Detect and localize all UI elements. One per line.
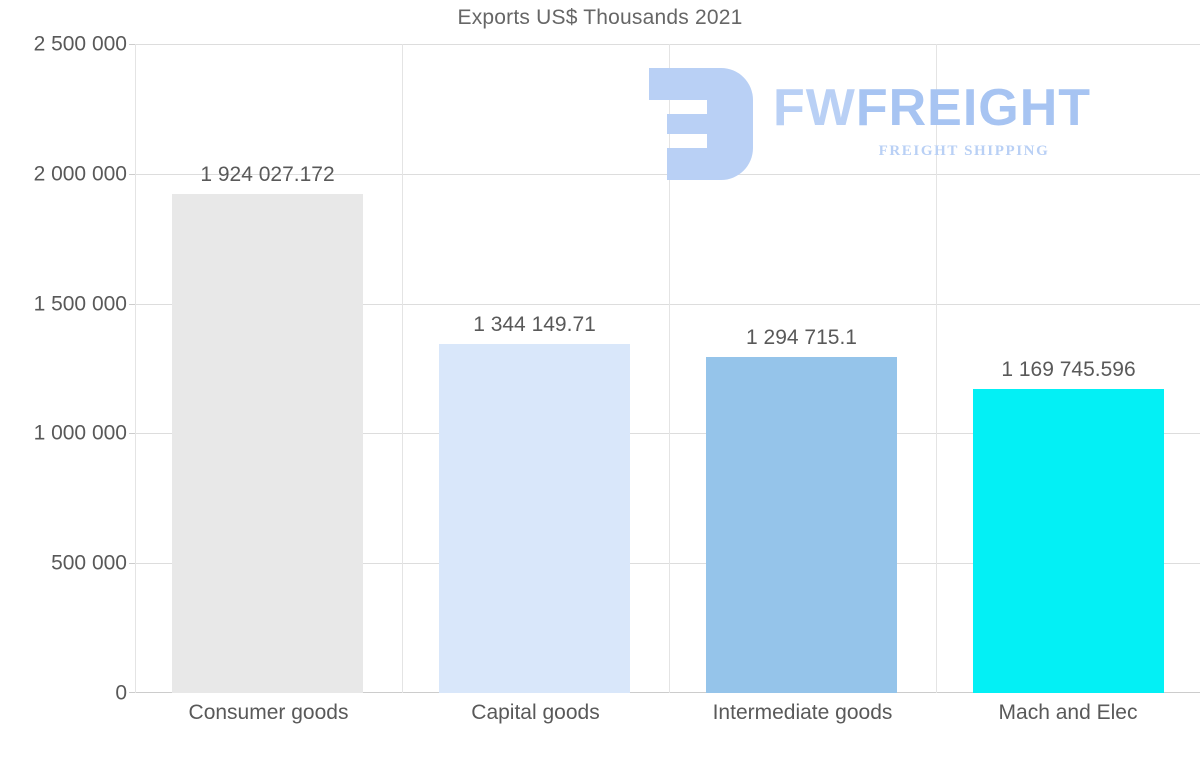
category-separator-3 [936, 44, 937, 693]
y-tick-1000000 [129, 433, 135, 434]
y-axis-label-500000: 500 000 [51, 551, 127, 575]
y-axis-label-1000000: 1 000 000 [33, 421, 127, 445]
category-separator-1 [402, 44, 403, 693]
gridline-2500000 [135, 44, 1200, 45]
bar-value-mach-and-elec: 1 169 745.596 [1001, 358, 1136, 381]
y-axis-label-2500000: 2 500 000 [33, 32, 127, 56]
y-tick-1500000 [129, 304, 135, 305]
bar-consumer-goods[interactable] [172, 194, 363, 693]
bar-value-capital-goods: 1 344 149.71 [473, 313, 596, 336]
bar-mach-and-elec[interactable] [973, 389, 1164, 693]
axis-baseline [135, 692, 1200, 693]
x-axis-label-capital-goods: Capital goods [471, 701, 600, 724]
y-axis-label-0: 0 [115, 681, 127, 705]
x-axis-label-mach-and-elec: Mach and Elec [998, 701, 1138, 724]
y-tick-0 [129, 692, 135, 693]
x-axis-label-intermediate-goods: Intermediate goods [712, 701, 893, 724]
chart-title: Exports US$ Thousands 2021 [457, 6, 743, 29]
bar-intermediate-goods[interactable] [706, 357, 897, 693]
plot-area: 1 924 027.172 1 344 149.71 1 294 715.1 1… [129, 44, 1200, 693]
y-axis-label-2000000: 2 000 000 [33, 162, 127, 186]
y-tick-2000000 [129, 174, 135, 175]
gridline-1500000 [135, 304, 1200, 305]
category-separator-2 [669, 44, 670, 693]
category-separator-left [135, 44, 136, 693]
bar-value-intermediate-goods: 1 294 715.1 [746, 326, 857, 349]
gridline-500000 [135, 563, 1200, 564]
y-tick-2500000 [129, 44, 135, 45]
y-tick-500000 [129, 563, 135, 564]
x-axis-label-consumer-goods: Consumer goods [188, 701, 349, 724]
gridline-1000000 [135, 433, 1200, 434]
bar-value-consumer-goods: 1 924 027.172 [200, 163, 335, 186]
y-axis-label-1500000: 1 500 000 [33, 292, 127, 316]
bar-capital-goods[interactable] [439, 344, 630, 693]
